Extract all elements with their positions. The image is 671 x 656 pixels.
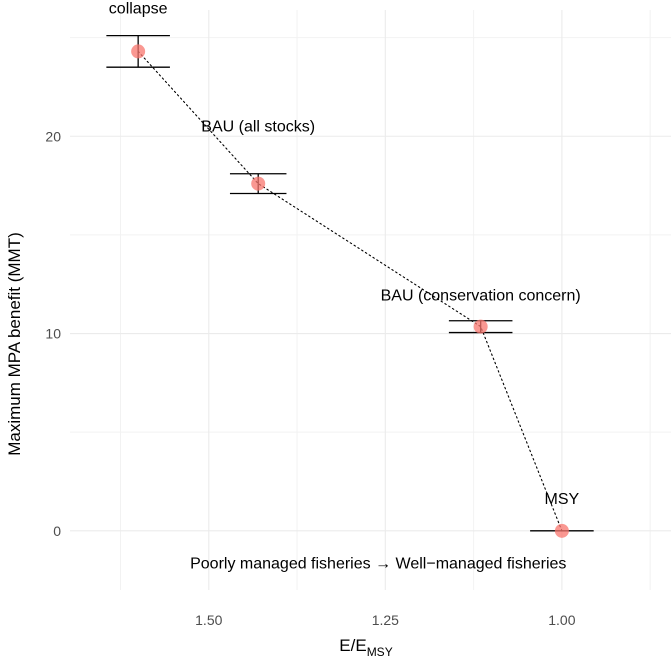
grid-lines: [70, 10, 671, 590]
point-labels: collapse BAU (all stocks) BAU (conservatio…: [109, 0, 581, 507]
data-point: [554, 523, 569, 538]
point-label: BAU (all stocks): [201, 119, 315, 136]
y-tick-label: 0: [53, 523, 61, 539]
x-tick-labels: 1.50 1.25 1.00: [195, 612, 576, 628]
x-tick-label: 1.00: [548, 612, 575, 628]
y-tick-label: 20: [45, 128, 61, 144]
y-tick-label: 10: [45, 326, 61, 342]
data-point: [251, 176, 266, 191]
x-axis-title: E/EMSY: [339, 636, 392, 656]
annotation-text: Poorly managed fisheries → Well−managed …: [190, 555, 566, 572]
connector-line: [137, 50, 563, 532]
y-axis-title: Maximum MPA benefit (MMT): [5, 232, 24, 456]
x-tick-label: 1.25: [372, 612, 399, 628]
point-label: collapse: [109, 0, 168, 17]
point-label: MSY: [545, 491, 580, 508]
x-axis-title-subscript: MSY: [367, 645, 393, 656]
y-tick-labels: 0 10 20: [45, 128, 61, 539]
data-point: [473, 319, 488, 334]
data-points: [131, 44, 569, 538]
x-axis-title-main: E/E: [339, 636, 366, 655]
data-point: [131, 44, 146, 59]
x-tick-label: 1.50: [195, 612, 222, 628]
error-bars: [106, 34, 594, 532]
connector-path: [137, 50, 563, 532]
point-label: BAU (conservation concern): [381, 288, 581, 305]
